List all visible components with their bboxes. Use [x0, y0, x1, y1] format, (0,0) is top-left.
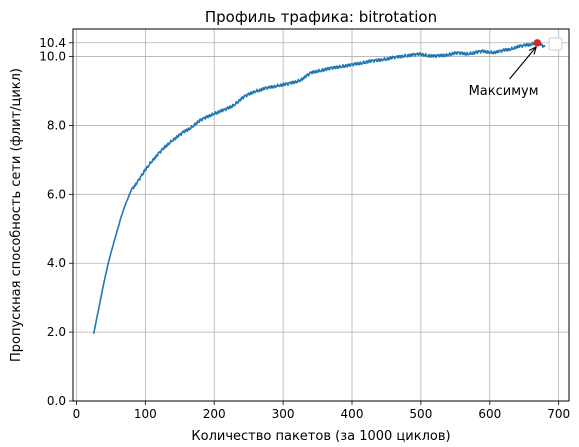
max-point-marker	[533, 39, 542, 47]
legend-box	[548, 37, 563, 51]
series-line	[92, 41, 546, 334]
plot-frame	[72, 28, 570, 402]
y-tick-label: 6.0	[47, 187, 66, 201]
x-tick-label: 600	[478, 407, 501, 421]
series-layer	[92, 41, 546, 334]
grid	[73, 29, 569, 402]
y-tick-label: 2.0	[47, 325, 66, 339]
y-tick-label: 0.0	[47, 394, 66, 408]
x-tick-label: 0	[73, 407, 81, 421]
x-tick-label: 400	[341, 407, 364, 421]
annotation-layer: Максимум	[469, 46, 539, 99]
annotation-label: Максимум	[469, 84, 539, 99]
chart-title: Профиль трафика: bitrotation	[205, 8, 437, 26]
x-axis-title: Количество пакетов (за 1000 циклов)	[191, 429, 450, 444]
marker-layer	[533, 39, 542, 47]
y-tick-label: 10.0	[39, 50, 66, 64]
x-tick-label: 200	[203, 407, 226, 421]
y-tick-label: 10.4	[39, 36, 66, 50]
x-tick-label: 500	[409, 407, 432, 421]
tick-layer: 0 100 200 300 400 500 600 700 0.0 2.0 4.0 6.0 8.0 10.…	[39, 36, 570, 421]
annotation-arrow-head	[528, 46, 537, 55]
y-tick-label: 8.0	[47, 118, 66, 132]
annotation-arrow	[509, 46, 537, 80]
y-tick-label: 4.0	[47, 256, 66, 270]
y-axis-title: Пропускная способность сети (флит/цикл)	[9, 68, 24, 362]
x-tick-label: 700	[547, 407, 570, 421]
x-tick-label: 100	[134, 407, 157, 421]
x-tick-label: 300	[272, 407, 295, 421]
